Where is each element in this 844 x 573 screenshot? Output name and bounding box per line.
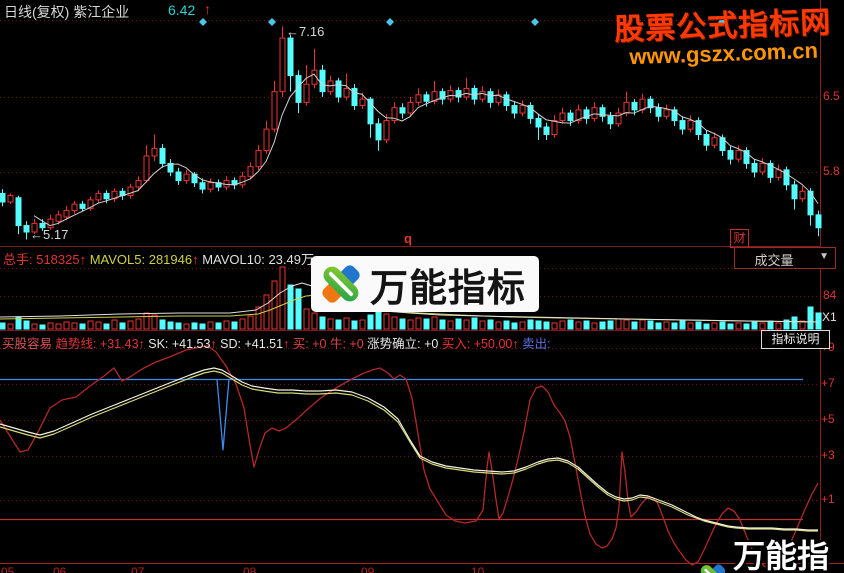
text-segment: 涨势确立: +0 [363,337,439,351]
indicator-param-row: 买股容易 趋势线: +31.43↑ SK: +41.53↑ SD: +41.51… [2,333,551,352]
text-segment: ↑ [283,337,290,351]
text-segment: ↑ [512,337,519,351]
volume-indicator-dropdown[interactable]: 成交量 ▼ [734,247,836,269]
axis-label: +3 [821,448,835,462]
axis-label: +7 [821,376,835,390]
axis-label: +1 [821,492,835,506]
axis-label: 5.8 [823,164,840,178]
text-segment: MAVOL10: 23.49万 [198,252,314,267]
price-up-arrow-icon: ↑ [204,1,211,17]
text-segment: 买股容易 [2,337,53,351]
price-annotation: ←5.17 [30,227,69,242]
axis-label: 6.5 [823,89,840,103]
date-axis-label: 10 [471,565,485,573]
watermark-center-text: 万能指标 [370,267,527,310]
text-segment: 牛: +0 [326,337,364,351]
date-axis-label: 06 [53,565,67,573]
text-segment: SD: +41.51 [216,337,284,351]
text-segment: SK: +41.53 [144,337,211,351]
text-segment: ↑ [79,252,87,267]
watermark-center: 万能指标 [311,256,539,312]
volume-quote-row: 总手: 518325↑ MAVOL5: 281946↑ MAVOL10: 23.… [3,249,321,268]
price-annotation: ←7.16 [286,24,325,39]
date-axis-label: 08 [243,565,257,573]
stray-cai-badge: 财 [730,229,749,248]
text-segment: 卖出: [518,337,551,351]
chevron-down-icon: ▼ [819,251,829,262]
axis-label: 84 [823,288,837,302]
text-segment: 总手: 518325 [3,252,80,267]
volume-dropdown-label: 成交量 [754,253,794,268]
stray-q-mark: q [404,231,412,246]
text-segment: MAVOL5: 281946 [86,252,193,267]
text-segment: 买: +0 [289,337,327,351]
indicator-help-button[interactable]: 指标说明 [761,330,830,349]
watermark-bottom-right: 万能指标 [697,531,844,573]
date-axis-label: 07 [131,565,145,573]
watermark-bottom-right-text: 万能指标 [733,538,830,573]
wannen-logo-icon [322,265,360,303]
axis-label: +5 [821,412,835,426]
wannen-logo-icon [700,564,726,573]
text-segment: ↑ [210,337,217,351]
text-segment: 买入: +50.00 [438,337,513,351]
text-segment: ↑ [138,337,145,351]
watermark-top-right: 股票公式指标网 www.gszx.com.cn [601,0,844,71]
date-axis-label: 09 [361,565,375,573]
axis-label: X1 [822,310,837,324]
last-price: 6.42 [168,2,196,18]
date-axis-label: 05 [1,565,15,573]
chart-title: 日线(复权) 紫江企业 [4,4,130,20]
text-segment: 趋势线: +31.43 [52,337,139,351]
text-segment: ↑ [192,252,199,267]
